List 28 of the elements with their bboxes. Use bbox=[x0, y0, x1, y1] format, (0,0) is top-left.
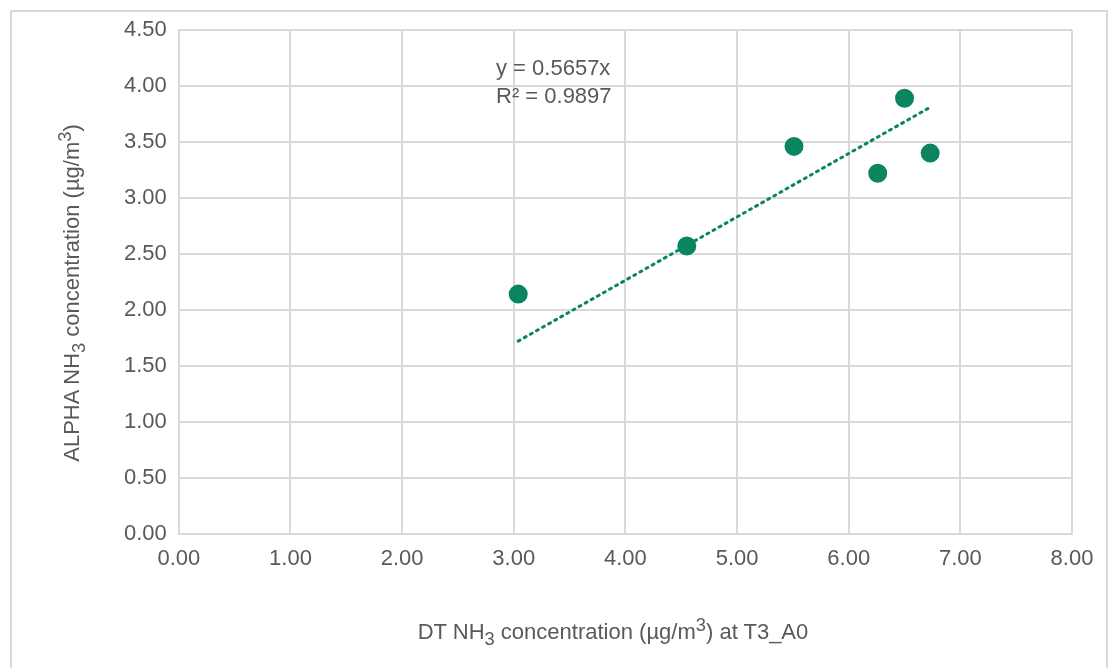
annotation: R² = 0.9897 bbox=[496, 83, 612, 109]
point bbox=[508, 284, 528, 304]
x-tick-label: 6.00 bbox=[827, 544, 871, 570]
x-tick-label: 5.00 bbox=[715, 544, 759, 570]
x-tick-label: 0.00 bbox=[157, 544, 201, 570]
y-tick-label: 3.00 bbox=[123, 183, 167, 209]
y-tick-label: 3.50 bbox=[123, 127, 167, 153]
y-tick-label: 4.00 bbox=[123, 72, 167, 98]
x-tick-label: 7.00 bbox=[938, 544, 982, 570]
point bbox=[677, 236, 697, 256]
x-tick-label: 3.00 bbox=[492, 544, 536, 570]
point bbox=[895, 88, 915, 108]
x-tick-label: 1.00 bbox=[269, 544, 312, 570]
x-axis-title: DT NH$_{3}$ concentration (µg/m$^{3}$) at T3_A0 bbox=[417, 614, 809, 650]
point bbox=[784, 136, 804, 156]
y-tick-label: 2.00 bbox=[123, 295, 167, 321]
x-tick-label: 8.00 bbox=[1050, 544, 1094, 570]
y-tick-label: 4.50 bbox=[123, 16, 167, 42]
y-tick-label: 0.00 bbox=[123, 519, 167, 545]
point bbox=[920, 143, 940, 163]
point bbox=[868, 163, 888, 183]
x-tick-label: 4.00 bbox=[604, 544, 647, 570]
x-tick-label: 2.00 bbox=[380, 544, 424, 570]
y-tick-label: 0.50 bbox=[123, 463, 167, 489]
y-tick-label: 2.50 bbox=[123, 239, 167, 265]
annotation: y = 0.5657x bbox=[496, 55, 611, 81]
y-tick-label: 1.50 bbox=[123, 351, 167, 377]
y-tick-label: 1.00 bbox=[123, 407, 167, 433]
